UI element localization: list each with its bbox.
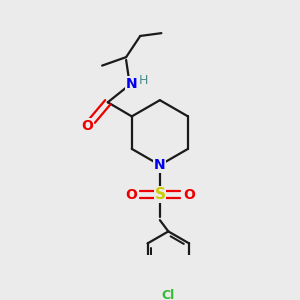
- Text: O: O: [81, 119, 93, 133]
- Text: N: N: [126, 77, 138, 91]
- Text: O: O: [125, 188, 137, 202]
- Text: O: O: [183, 188, 195, 202]
- Text: S: S: [154, 187, 165, 202]
- Text: Cl: Cl: [162, 289, 175, 300]
- Text: H: H: [139, 74, 148, 87]
- Text: N: N: [154, 158, 166, 172]
